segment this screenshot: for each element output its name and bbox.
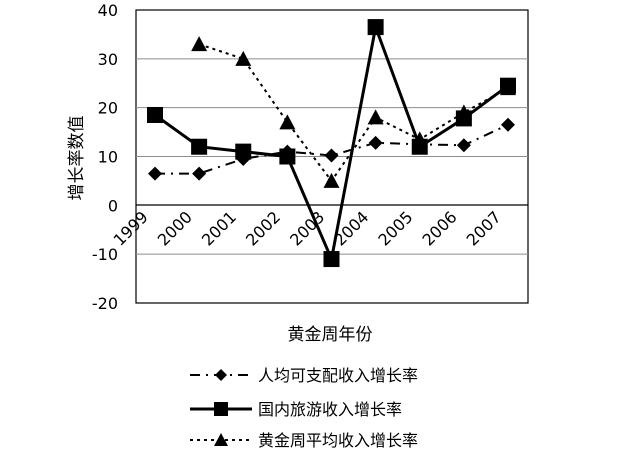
- data-point-diamond: [148, 166, 162, 181]
- diamond-marker-icon: [215, 369, 227, 381]
- y-tick-label: 30: [98, 50, 118, 69]
- y-tick-label: 40: [98, 1, 118, 20]
- legend-item-tourism: 国内旅游收入增长率: [190, 400, 402, 419]
- y-axis-label: 增长率数值: [67, 116, 87, 201]
- legend: 人均可支配收入增长率 国内旅游收入增长率 黄金周平均收入增长率: [190, 366, 418, 450]
- x-tick-label: 2003: [286, 207, 328, 249]
- legend-label: 黄金周平均收入增长率: [258, 431, 418, 450]
- data-point-square: [323, 251, 340, 268]
- data-point-triangle: [323, 172, 340, 188]
- data-point-triangle: [455, 104, 472, 120]
- x-tick-label: 2002: [242, 207, 284, 249]
- x-tick-labels: 1999 2000 2001 2002 2003 2004 2005 2006 2007: [110, 207, 505, 249]
- data-point-triangle: [235, 50, 252, 66]
- data-point-triangle: [367, 109, 384, 125]
- y-tick-label: 10: [98, 148, 118, 167]
- data-point-square: [191, 138, 208, 155]
- data-point-triangle: [191, 36, 208, 52]
- square-marker-icon: [214, 402, 228, 416]
- data-point-square: [235, 143, 252, 160]
- series-layer: [147, 19, 516, 268]
- data-point-square: [279, 148, 296, 165]
- data-point-triangle: [500, 80, 516, 96]
- legend-item-goldenweek: 黄金周平均收入增长率: [190, 431, 418, 450]
- x-tick-label: 2006: [418, 207, 460, 249]
- legend-label: 人均可支配收入增长率: [258, 366, 418, 385]
- triangle-marker-icon: [214, 433, 228, 446]
- data-point-triangle: [279, 114, 296, 130]
- y-tick-label: 0: [108, 196, 118, 215]
- y-tick-label: 20: [98, 99, 118, 118]
- data-point-diamond: [324, 148, 339, 163]
- series-triangle: [191, 36, 516, 188]
- x-axis-label: 黄金周年份: [288, 325, 373, 345]
- data-point-square: [147, 106, 163, 123]
- data-point-triangle: [411, 131, 428, 147]
- x-tick-label: 2005: [374, 207, 416, 249]
- series-line: [198, 43, 509, 183]
- y-tick-labels: -20 -10 0 10 20 30 40: [92, 1, 118, 313]
- x-tick-label: 2000: [154, 207, 196, 249]
- data-point-diamond: [456, 138, 471, 153]
- x-tick-label: 2007: [463, 207, 505, 249]
- data-point-diamond: [501, 117, 515, 132]
- y-tick-label: -10: [92, 245, 118, 264]
- data-point-diamond: [192, 166, 207, 181]
- legend-item-income: 人均可支配收入增长率: [190, 366, 418, 385]
- y-tick-label: -20: [92, 294, 118, 313]
- x-tick-label: 2001: [198, 207, 240, 249]
- legend-label: 国内旅游收入增长率: [258, 400, 402, 419]
- data-point-square: [367, 19, 384, 36]
- data-point-diamond: [368, 135, 383, 150]
